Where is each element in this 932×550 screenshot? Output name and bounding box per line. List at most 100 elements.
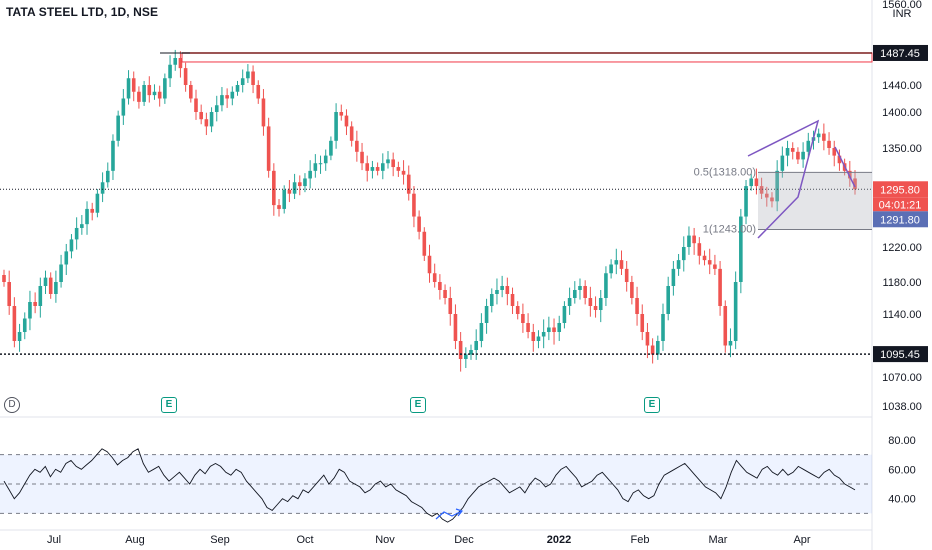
candle-body: [541, 332, 546, 337]
candle-body: [588, 298, 593, 306]
candle-body: [28, 302, 32, 319]
candle-body: [355, 140, 359, 152]
candle-body: [59, 264, 63, 282]
earnings-marker-feb[interactable]: E: [644, 397, 660, 413]
dividend-marker[interactable]: D: [4, 397, 20, 413]
rsi-arrow: [435, 510, 463, 520]
candle-body: [318, 163, 323, 165]
candle-body: [396, 167, 401, 171]
candle-body: [152, 91, 157, 96]
candles-group: [2, 49, 857, 372]
candle-body: [401, 170, 406, 175]
candle-body: [661, 314, 665, 341]
fib-label-0: 0.5(1318.00): [694, 166, 756, 178]
price-tick: 1440.00: [882, 80, 922, 92]
candle-body: [329, 140, 333, 156]
candle-body: [12, 306, 17, 341]
candle-body: [287, 189, 292, 194]
candle-body: [105, 170, 110, 183]
earnings-marker-aug[interactable]: E: [161, 397, 177, 413]
candle-body: [380, 163, 385, 171]
rsi-pane: [0, 420, 872, 528]
candle-body: [723, 306, 728, 346]
candle-body: [240, 78, 245, 85]
rsi-tick: 40.00: [888, 494, 916, 506]
candle-body: [521, 314, 525, 323]
candle-body: [323, 155, 328, 164]
candle-body: [121, 98, 126, 116]
candle-body: [194, 98, 198, 112]
candle-body: [2, 275, 6, 282]
time-tick: Oct: [296, 534, 313, 546]
candle-body: [609, 264, 613, 274]
earnings-marker-nov[interactable]: E: [410, 397, 426, 413]
candle-body: [614, 260, 619, 265]
support-tag-bg: [873, 346, 928, 363]
candle-body: [438, 282, 442, 290]
candle-body: [391, 159, 395, 168]
resistance-tag: 1487.45: [880, 48, 920, 60]
candle-body: [220, 95, 224, 106]
time-tick: Dec: [454, 534, 474, 546]
candle-body: [64, 251, 69, 265]
price-tick: 1400.00: [882, 107, 922, 119]
candle-body: [427, 255, 432, 274]
candle-body: [562, 306, 567, 323]
rsi-tick: 80.00: [888, 435, 916, 447]
price-tick: 1140.00: [883, 309, 922, 321]
candle-body: [489, 294, 494, 306]
price-tick: 1220.00: [882, 242, 922, 254]
candle-body: [474, 341, 479, 350]
candle-body: [650, 345, 655, 355]
candle-body: [801, 151, 805, 160]
candle-body: [173, 58, 178, 65]
price-tick: 1350.00: [882, 143, 922, 155]
candle-body: [54, 282, 58, 294]
candle-body: [131, 78, 136, 92]
candle-body: [365, 163, 370, 171]
candle-body: [567, 298, 572, 306]
candle-body: [848, 170, 852, 179]
candle-body: [775, 170, 779, 202]
candle-body: [604, 273, 608, 298]
candle-body: [246, 71, 250, 79]
candle-body: [619, 260, 624, 269]
candle-body: [713, 264, 717, 269]
candle-body: [163, 78, 167, 99]
candle-body: [464, 354, 468, 359]
candle-body: [90, 208, 95, 213]
fib-label-1: 1(1243.00): [703, 223, 756, 235]
candle-body: [80, 224, 84, 228]
candle-body: [630, 282, 634, 298]
candle-body: [297, 182, 302, 187]
candle-body: [360, 151, 364, 164]
candle-body: [536, 336, 541, 341]
candle-body: [624, 268, 629, 282]
candle-body: [137, 91, 141, 102]
wedge-lines: [747, 119, 820, 239]
candle-body: [349, 126, 354, 141]
candle-body: [168, 64, 172, 79]
candle-body: [43, 277, 48, 286]
candle-body: [261, 98, 266, 127]
candle-body: [33, 302, 37, 306]
candle-body: [780, 155, 785, 171]
resistance-tag-bg: [873, 44, 928, 61]
candle-body: [785, 148, 790, 156]
candle-body: [510, 294, 515, 306]
price-tick: 1038.00: [882, 401, 922, 413]
candle-body: [718, 268, 722, 306]
candle-body: [422, 231, 427, 256]
candle-body: [749, 178, 754, 187]
candle-body: [702, 255, 707, 261]
candle-body: [178, 58, 183, 69]
candle-body: [572, 290, 577, 298]
price-tick: 1070.00: [882, 372, 922, 384]
candle-body: [375, 167, 380, 171]
candle-body: [806, 140, 811, 152]
candle-body: [500, 286, 504, 290]
candle-body: [754, 178, 759, 187]
candle-body: [645, 332, 650, 346]
candle-body: [671, 268, 676, 286]
